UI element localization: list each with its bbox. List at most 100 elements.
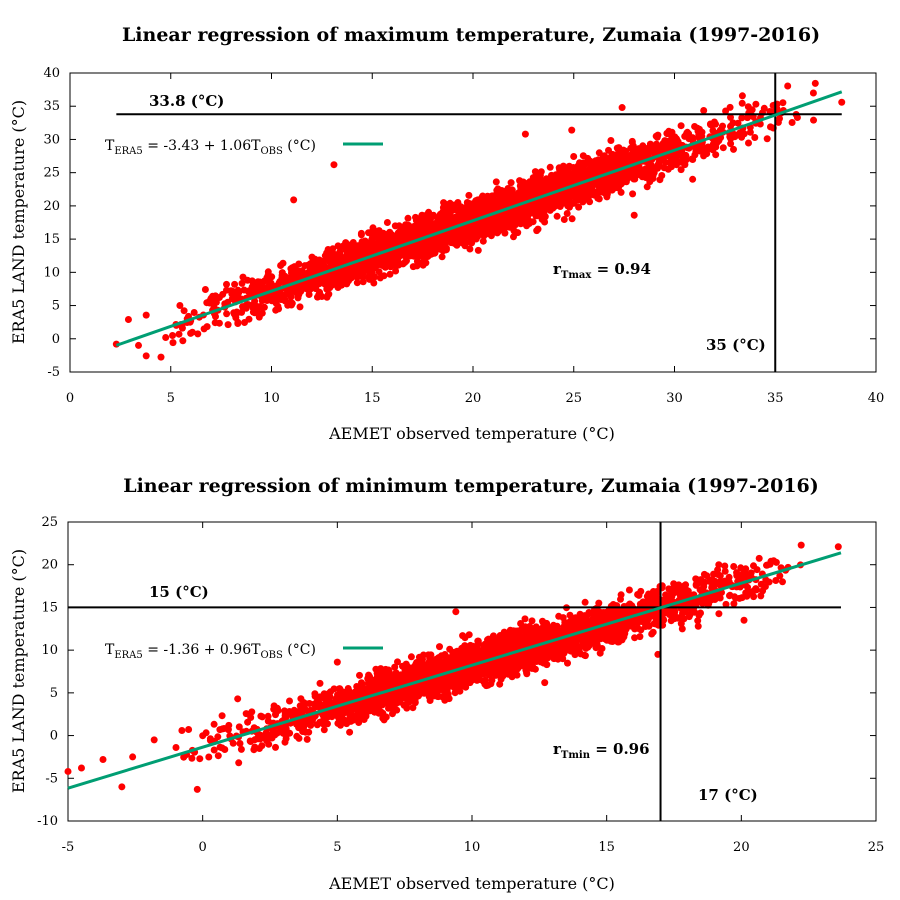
data-point (224, 321, 232, 329)
data-point (403, 257, 410, 265)
data-point (223, 280, 230, 288)
data-point (727, 113, 734, 121)
data-point (296, 303, 304, 311)
chart-title: Linear regression of maximum temperature… (122, 24, 820, 46)
data-point (709, 120, 717, 128)
correlation-label: rTmax = 0.94 (553, 260, 651, 281)
data-point (346, 728, 354, 736)
data-point (249, 288, 257, 296)
data-point (411, 228, 419, 236)
data-point (678, 156, 686, 164)
y-tick-label: 30 (43, 132, 60, 147)
data-point (334, 242, 342, 250)
data-point (407, 653, 415, 661)
data-point (448, 235, 456, 243)
data-point (209, 292, 217, 300)
data-point (142, 352, 150, 360)
data-point (344, 685, 352, 692)
data-point (418, 211, 426, 219)
x-tick-label: 5 (167, 391, 175, 406)
data-point (649, 175, 657, 182)
data-point (392, 267, 400, 275)
data-point (210, 720, 218, 728)
data-point (231, 280, 239, 288)
data-point (729, 119, 737, 127)
data-point (310, 265, 318, 273)
x-tick-labels: 0 5 10 15 20 25 30 35 40 (66, 391, 884, 406)
data-point (552, 171, 560, 179)
data-point (324, 280, 332, 288)
data-point (470, 210, 478, 218)
data-point (286, 697, 293, 705)
data-point (734, 119, 742, 127)
data-point (295, 260, 303, 268)
y-tick-label: 40 (43, 66, 60, 81)
data-point (513, 671, 521, 679)
y-tick-label: 20 (41, 558, 58, 573)
data-point (522, 211, 530, 219)
y-tick-label: 0 (52, 332, 60, 347)
data-point (727, 140, 735, 148)
data-point (355, 263, 363, 271)
data-point (362, 239, 370, 246)
data-point (386, 270, 394, 278)
y-tick-label: 20 (43, 199, 60, 214)
data-point (399, 224, 407, 231)
data-point (477, 201, 485, 209)
data-point (311, 255, 319, 263)
data-point (406, 251, 414, 258)
data-point (333, 269, 341, 277)
data-point (763, 135, 771, 143)
data-point (665, 127, 673, 135)
data-point (738, 92, 746, 100)
data-point (235, 759, 243, 767)
data-point (570, 153, 578, 160)
data-point (436, 221, 444, 229)
data-point (375, 268, 383, 276)
data-point (628, 138, 636, 146)
data-point (788, 119, 796, 126)
data-point (752, 585, 760, 593)
data-point (560, 216, 568, 223)
data-point (615, 184, 622, 191)
data-point (584, 168, 592, 176)
x-tick-label: 40 (868, 391, 885, 406)
data-point (196, 755, 204, 763)
data-point (344, 251, 352, 259)
data-point (157, 353, 165, 361)
data-point (524, 189, 532, 197)
data-point (612, 158, 620, 166)
data-point (738, 133, 746, 141)
x-tick-label: 25 (565, 391, 582, 406)
data-point (188, 754, 196, 762)
data-point (365, 229, 372, 237)
data-point (124, 316, 132, 324)
data-point (135, 341, 143, 349)
regression-line (115, 90, 843, 347)
data-point (546, 163, 554, 171)
data-point (329, 250, 337, 258)
data-point (503, 222, 511, 230)
data-point (615, 173, 623, 181)
data-point (655, 162, 663, 170)
data-point (381, 231, 389, 239)
chart-min-temperature: Linear regression of minimum temperature… (9, 475, 884, 893)
data-point (784, 82, 792, 90)
data-point (689, 175, 697, 183)
data-point (277, 262, 285, 269)
data-point (205, 753, 213, 761)
data-point (496, 220, 504, 228)
hline-label: 33.8 (°C) (149, 92, 224, 110)
data-point (264, 268, 272, 276)
data-point (774, 118, 782, 126)
data-point (422, 259, 430, 267)
y-tick-label: -10 (37, 814, 58, 829)
data-point (239, 303, 247, 311)
data-point (383, 219, 391, 226)
data-point (530, 206, 538, 214)
data-point (760, 104, 768, 112)
data-point (280, 277, 288, 284)
data-point (633, 166, 641, 174)
data-point (492, 178, 500, 186)
